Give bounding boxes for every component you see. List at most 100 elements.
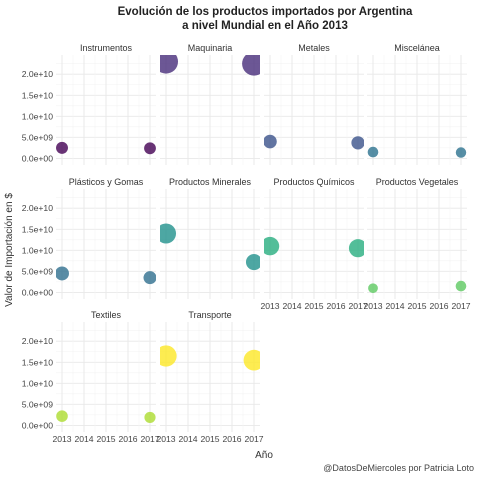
facet-label: Productos Minerales (169, 177, 252, 187)
facet-label: Textiles (91, 310, 122, 320)
facet-label: Metales (298, 43, 330, 53)
facet-label: Instrumentos (80, 43, 133, 53)
y-tick-label: 2.0e+10 (22, 336, 54, 346)
x-tick-label: 2015 (304, 301, 323, 311)
data-point (143, 271, 156, 285)
panel-grid (56, 55, 156, 165)
y-tick-label: 0.0e+00 (22, 420, 54, 430)
facet-instrumentos: Instrumentos 0.0e+00 5.0e+09 1.0e+10 1.5e+10… (22, 43, 156, 165)
facet-label: Plásticos y Gomas (69, 177, 144, 187)
panel-grid (367, 55, 467, 165)
y-tick-label: 1.0e+10 (22, 111, 54, 121)
y-tick-label: 2.0e+10 (22, 69, 54, 79)
x-tick-label: 2016 (222, 434, 241, 444)
data-point (160, 223, 177, 244)
x-axis-label: Año (255, 450, 273, 461)
facet-metales: Metales (264, 43, 364, 165)
facet-label: Productos Químicos (273, 177, 355, 187)
x-tick-label: 2014 (385, 301, 404, 311)
facet-points (160, 223, 260, 271)
x-tick-label: 2014 (74, 434, 93, 444)
data-point (56, 410, 68, 422)
panel-grid (367, 189, 467, 299)
x-tick-label: 2015 (200, 434, 219, 444)
facet-productos-minerales: Productos Minerales (160, 177, 260, 299)
data-point (160, 55, 178, 74)
facet-label: Maquinaria (188, 43, 233, 53)
data-point (245, 254, 260, 271)
x-tick-label: 2016 (429, 301, 448, 311)
data-point (144, 411, 156, 423)
chart-caption: @DatosDeMiercoles por Patricia Loto (323, 463, 474, 473)
y-tick-label: 2.0e+10 (22, 203, 54, 213)
y-tick-label: 1.5e+10 (22, 357, 54, 367)
data-point (351, 136, 364, 150)
facet-points (56, 141, 156, 155)
facet-productos-vegetales: Productos Vegetales 2013 2014 2015 2016 2017 (363, 177, 470, 311)
panel-grid (264, 189, 364, 299)
data-point (455, 280, 467, 292)
x-tick-label: 2017 (451, 301, 470, 311)
data-point (243, 349, 260, 371)
data-point (264, 236, 280, 256)
data-point (160, 345, 177, 367)
data-point (367, 146, 379, 158)
facet-transporte: Transporte 2013 2014 2015 2016 2017 (156, 310, 263, 444)
data-point (56, 141, 68, 154)
x-tick-label: 2015 (407, 301, 426, 311)
x-tick-label: 2017 (140, 434, 159, 444)
facet-panels: Instrumentos 0.0e+00 5.0e+09 1.0e+10 1.5e+10… (22, 43, 471, 444)
x-tick-label: 2013 (260, 301, 279, 311)
facet-label: Miscelánea (394, 43, 440, 53)
y-tick-label: 5.0e+09 (22, 132, 54, 142)
y-tick-label: 5.0e+09 (22, 266, 54, 276)
y-tick-label: 0.0e+00 (22, 287, 54, 297)
panel-grid (160, 322, 260, 432)
y-tick-label: 1.5e+10 (22, 224, 54, 234)
data-point (56, 266, 69, 281)
panel-grid (56, 189, 156, 299)
y-tick-label: 5.0e+09 (22, 399, 54, 409)
facet-points (264, 134, 364, 150)
facet-plasticos-y-gomas: Plásticos y Gomas 0.0e+00 5.0e+09 1.0e+10 1.… (22, 177, 156, 299)
x-tick-label: 2014 (178, 434, 197, 444)
y-tick-label: 0.0e+00 (22, 153, 54, 163)
panel-grid (56, 322, 156, 432)
data-point (242, 55, 260, 76)
facet-points (264, 236, 364, 258)
x-tick-label: 2013 (363, 301, 382, 311)
y-axis-label: Valor de Importación en $ (4, 193, 15, 307)
chart-title-line-2: a nivel Mundial en el Año 2013 (182, 20, 348, 32)
data-point (144, 142, 156, 155)
facet-productos-quimicos: Productos Químicos 2013 2014 2015 2016 2017 (260, 177, 367, 311)
x-tick-label: 2017 (348, 301, 367, 311)
x-tick-label: 2015 (96, 434, 115, 444)
facet-points (368, 280, 467, 294)
data-point (264, 134, 277, 149)
x-tick-label: 2014 (282, 301, 301, 311)
facet-points (160, 345, 260, 371)
x-tick-label: 2013 (156, 434, 175, 444)
facet-textiles: Textiles 0.0e+00 5.0e+09 1.0e+10 1.5e+10 2.0e… (22, 310, 160, 444)
x-tick-label: 2016 (326, 301, 345, 311)
panel-grid (264, 55, 364, 165)
x-tick-label: 2017 (244, 434, 263, 444)
facet-miscelanea: Miscelánea (367, 43, 467, 165)
panel-grid (160, 55, 260, 165)
facet-label: Productos Vegetales (376, 177, 459, 187)
facet-label: Transporte (188, 310, 231, 320)
facet-points (367, 146, 467, 158)
facet-points (160, 55, 260, 76)
chart-title-line-1: Evolución de los productos importados po… (118, 6, 413, 18)
x-tick-label: 2016 (118, 434, 137, 444)
data-point (368, 283, 378, 294)
y-tick-label: 1.0e+10 (22, 378, 54, 388)
data-point (455, 147, 467, 158)
facet-maquinaria: Maquinaria (160, 43, 260, 165)
facet-points (56, 266, 156, 285)
y-tick-label: 1.0e+10 (22, 245, 54, 255)
facet-points (56, 410, 156, 423)
x-tick-label: 2013 (52, 434, 71, 444)
data-point (348, 239, 364, 258)
